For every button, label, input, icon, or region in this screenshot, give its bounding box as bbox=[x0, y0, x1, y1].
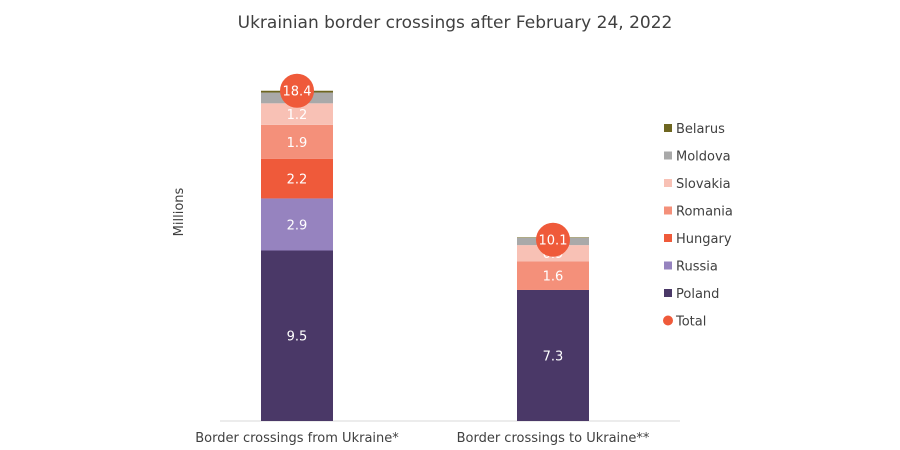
legend-swatch-belarus bbox=[664, 124, 672, 132]
category-label-2: Border crossings to Ukraine** bbox=[457, 431, 650, 446]
legend-swatch-slovakia bbox=[664, 179, 672, 187]
total-label-1: 18.4 bbox=[283, 85, 312, 100]
legend-item-hungary: Hungary bbox=[664, 232, 732, 247]
bar-segment-russia-1 bbox=[261, 198, 333, 251]
legend-label-moldova: Moldova bbox=[676, 150, 731, 165]
category-label-1: Border crossings from Ukraine* bbox=[195, 431, 399, 446]
y-axis-label: Millions bbox=[172, 187, 187, 236]
legend-swatch-poland bbox=[664, 289, 672, 297]
legend-item-slovakia: Slovakia bbox=[664, 177, 731, 192]
data-label-hungary-1: 2.2 bbox=[287, 173, 308, 188]
legend-swatch-russia bbox=[664, 261, 672, 270]
legend-label-belarus: Belarus bbox=[676, 122, 725, 137]
legend-label-total: Total bbox=[675, 315, 706, 330]
total-marker-1 bbox=[280, 73, 314, 108]
legend-swatch-romania bbox=[664, 206, 672, 215]
data-label-romania-1: 1.9 bbox=[287, 136, 308, 151]
legend-label-romania: Romania bbox=[676, 205, 733, 220]
legend-label-poland: Poland bbox=[676, 287, 719, 302]
bar-segment-poland-1 bbox=[261, 250, 333, 421]
data-label-slovakia-1: 1.2 bbox=[287, 108, 308, 123]
data-label-russia-1: 2.9 bbox=[287, 218, 308, 233]
legend-item-poland: Poland bbox=[664, 287, 719, 302]
totals-layer: 18.4 10.1 bbox=[280, 73, 570, 257]
bar-segment-poland-2 bbox=[517, 289, 589, 421]
bar-segment-romania-2 bbox=[517, 261, 589, 290]
total-label-2: 10.1 bbox=[539, 234, 568, 249]
total-marker-2 bbox=[536, 222, 570, 257]
legend-swatch-total bbox=[663, 315, 673, 326]
legend-label-russia: Russia bbox=[676, 260, 718, 275]
legend-item-total: Total bbox=[663, 315, 706, 330]
legend-item-romania: Romania bbox=[664, 205, 733, 220]
bar-segment-slovakia-1 bbox=[261, 103, 333, 125]
data-label-romania-2: 1.6 bbox=[543, 270, 564, 285]
legend-swatch-moldova bbox=[664, 151, 672, 160]
bar-segment-romania-1 bbox=[261, 124, 333, 159]
data-label-poland-1: 9.5 bbox=[287, 330, 308, 345]
legend-swatch-hungary bbox=[664, 234, 672, 242]
chart-title: Ukrainian border crossings after Februar… bbox=[238, 13, 673, 33]
legend-item-moldova: Moldova bbox=[664, 150, 731, 165]
bars-layer bbox=[261, 90, 589, 421]
labels-layer: 9.52.92.21.91.27.31.60.9 bbox=[287, 108, 564, 364]
legend-item-belarus: Belarus bbox=[664, 122, 725, 137]
legend-item-russia: Russia bbox=[664, 260, 718, 275]
data-label-poland-2: 7.3 bbox=[543, 349, 564, 364]
bar-segment-hungary-1 bbox=[261, 158, 333, 199]
legend-label-hungary: Hungary bbox=[676, 232, 732, 247]
legend: Belarus Moldova Slovakia Romania Hungary Russ… bbox=[663, 122, 733, 330]
categories-layer: Border crossings from Ukraine* Border cro… bbox=[195, 431, 650, 446]
legend-label-slovakia: Slovakia bbox=[676, 177, 731, 192]
